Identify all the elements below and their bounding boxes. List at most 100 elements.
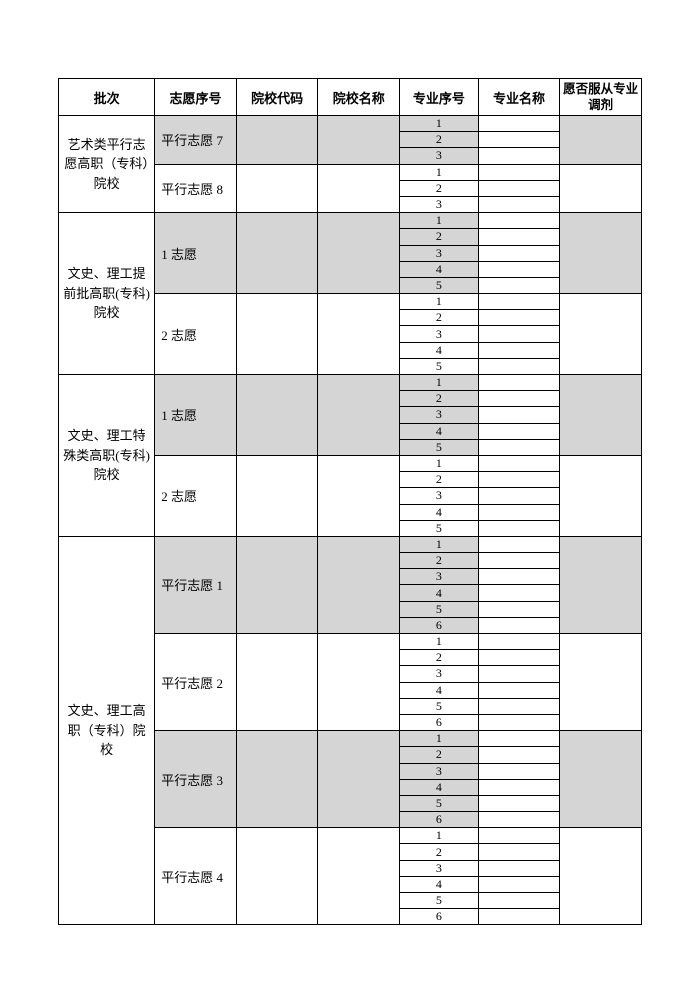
school-name-cell <box>318 634 400 731</box>
major-name-cell <box>478 601 560 617</box>
major-name-cell <box>478 860 560 876</box>
major-seq-cell: 3 <box>400 196 479 212</box>
obey-adjust-cell <box>560 116 642 165</box>
major-seq-cell: 3 <box>400 569 479 585</box>
major-seq-cell: 2 <box>400 229 479 245</box>
school-code-cell <box>236 164 318 213</box>
major-seq-cell: 2 <box>400 391 479 407</box>
major-name-cell <box>478 795 560 811</box>
school-code-cell <box>236 634 318 731</box>
obey-adjust-cell <box>560 213 642 294</box>
school-code-cell <box>236 375 318 456</box>
major-seq-cell: 2 <box>400 553 479 569</box>
major-seq-cell: 1 <box>400 731 479 747</box>
major-seq-cell: 1 <box>400 294 479 310</box>
major-seq-cell: 3 <box>400 488 479 504</box>
major-name-cell <box>478 812 560 828</box>
school-name-cell <box>318 213 400 294</box>
major-name-cell <box>478 148 560 164</box>
preference-cell: 2 志愿 <box>155 455 237 536</box>
header-school-name: 院校名称 <box>318 79 400 116</box>
school-code-cell <box>236 213 318 294</box>
obey-adjust-cell <box>560 455 642 536</box>
school-name-cell <box>318 828 400 925</box>
major-seq-cell: 6 <box>400 812 479 828</box>
major-seq-cell: 5 <box>400 358 479 374</box>
preference-cell: 平行志愿 1 <box>155 536 237 633</box>
major-name-cell <box>478 488 560 504</box>
major-name-cell <box>478 650 560 666</box>
major-seq-cell: 1 <box>400 375 479 391</box>
major-seq-cell: 3 <box>400 407 479 423</box>
major-name-cell <box>478 326 560 342</box>
major-name-cell <box>478 261 560 277</box>
major-name-cell <box>478 747 560 763</box>
major-name-cell <box>478 472 560 488</box>
major-name-cell <box>478 682 560 698</box>
major-name-cell <box>478 553 560 569</box>
major-seq-cell: 1 <box>400 828 479 844</box>
preference-cell: 平行志愿 8 <box>155 164 237 213</box>
major-name-cell <box>478 844 560 860</box>
school-code-cell <box>236 455 318 536</box>
major-seq-cell: 5 <box>400 277 479 293</box>
major-name-cell <box>478 245 560 261</box>
major-seq-cell: 1 <box>400 455 479 471</box>
major-seq-cell: 1 <box>400 213 479 229</box>
school-name-cell <box>318 455 400 536</box>
major-name-cell <box>478 391 560 407</box>
major-name-cell <box>478 504 560 520</box>
obey-adjust-cell <box>560 164 642 213</box>
major-name-cell <box>478 876 560 892</box>
major-name-cell <box>478 828 560 844</box>
major-name-cell <box>478 213 560 229</box>
obey-adjust-cell <box>560 634 642 731</box>
major-seq-cell: 4 <box>400 682 479 698</box>
table-row: 文史、理工高职（专科）院校平行志愿 11 <box>59 536 642 552</box>
batch-cell: 文史、理工高职（专科）院校 <box>59 536 155 925</box>
major-name-cell <box>478 909 560 925</box>
major-seq-cell: 2 <box>400 310 479 326</box>
header-major-seq: 专业序号 <box>400 79 479 116</box>
major-name-cell <box>478 164 560 180</box>
major-seq-cell: 3 <box>400 860 479 876</box>
major-seq-cell: 6 <box>400 909 479 925</box>
header-school-code: 院校代码 <box>236 79 318 116</box>
major-name-cell <box>478 116 560 132</box>
major-name-cell <box>478 277 560 293</box>
header-major-name: 专业名称 <box>478 79 560 116</box>
header-preference-seq: 志愿序号 <box>155 79 237 116</box>
major-name-cell <box>478 698 560 714</box>
major-name-cell <box>478 310 560 326</box>
major-seq-cell: 5 <box>400 795 479 811</box>
school-code-cell <box>236 828 318 925</box>
batch-cell: 文史、理工提前批高职(专科)院校 <box>59 213 155 375</box>
preference-cell: 1 志愿 <box>155 375 237 456</box>
major-seq-cell: 5 <box>400 893 479 909</box>
major-name-cell <box>478 358 560 374</box>
preference-cell: 平行志愿 3 <box>155 731 237 828</box>
major-name-cell <box>478 634 560 650</box>
preference-cell: 平行志愿 4 <box>155 828 237 925</box>
header-obey-adjust: 愿否服从专业调剂 <box>560 79 642 116</box>
major-name-cell <box>478 763 560 779</box>
application-form-table: 批次 志愿序号 院校代码 院校名称 专业序号 专业名称 愿否服从专业调剂 艺术类… <box>58 78 642 925</box>
major-seq-cell: 4 <box>400 585 479 601</box>
header-row: 批次 志愿序号 院校代码 院校名称 专业序号 专业名称 愿否服从专业调剂 <box>59 79 642 116</box>
major-seq-cell: 3 <box>400 666 479 682</box>
school-name-cell <box>318 116 400 165</box>
major-seq-cell: 4 <box>400 504 479 520</box>
school-name-cell <box>318 375 400 456</box>
major-seq-cell: 1 <box>400 164 479 180</box>
obey-adjust-cell <box>560 731 642 828</box>
major-seq-cell: 5 <box>400 601 479 617</box>
major-seq-cell: 3 <box>400 245 479 261</box>
major-seq-cell: 2 <box>400 472 479 488</box>
batch-cell: 艺术类平行志愿高职（专科）院校 <box>59 116 155 213</box>
major-name-cell <box>478 520 560 536</box>
major-seq-cell: 4 <box>400 423 479 439</box>
school-code-cell <box>236 294 318 375</box>
major-seq-cell: 6 <box>400 714 479 730</box>
major-name-cell <box>478 536 560 552</box>
major-seq-cell: 6 <box>400 617 479 633</box>
